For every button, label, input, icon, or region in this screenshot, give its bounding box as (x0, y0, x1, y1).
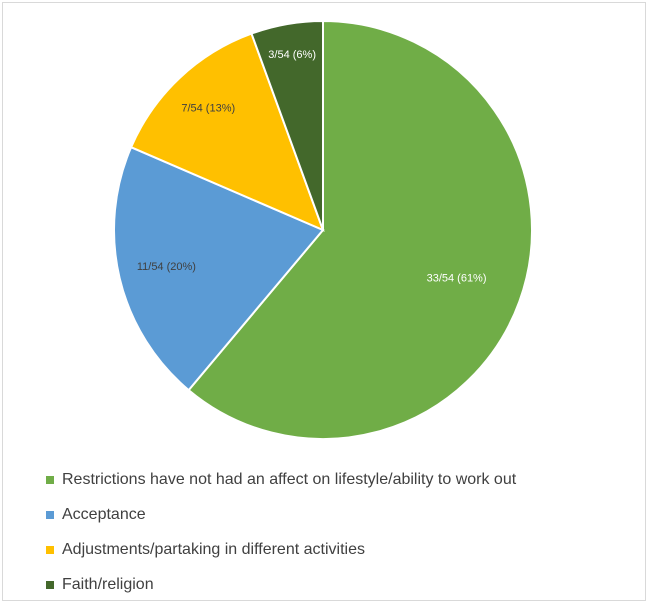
data-label-adjustments: 7/54 (13%) (181, 102, 235, 114)
legend-swatch (46, 580, 54, 589)
pie-slice-faith (250, 19, 324, 231)
data-label-restrictions: 33/54 (61%) (427, 273, 487, 285)
legend-item-adjustments: Adjustments/partaking in different activ… (46, 532, 516, 567)
legend-item-restrictions: Restrictions have not had an affect on l… (46, 462, 516, 497)
pie-data-labels: 33/54 (61%) 11/54 (20%) 7/54 (13%) 3/54 (6%… (137, 49, 487, 285)
legend-swatch (46, 545, 54, 554)
legend-swatch (46, 475, 54, 484)
legend: Restrictions have not had an affect on l… (46, 462, 516, 602)
legend-label: Faith/religion (62, 575, 154, 593)
pie-slices (113, 19, 533, 440)
data-label-acceptance: 11/54 (20%) (137, 261, 196, 273)
legend-item-acceptance: Acceptance (46, 497, 516, 532)
legend-label: Acceptance (62, 505, 146, 523)
legend-item-faith: Faith/religion (46, 567, 516, 602)
pie-slice-adjustments (129, 32, 325, 232)
pie-slice-restrictions (187, 19, 533, 440)
legend-label: Adjustments/partaking in different activ… (62, 540, 365, 558)
legend-label: Restrictions have not had an affect on l… (62, 470, 517, 488)
data-label-faith: 3/54 (6%) (268, 49, 316, 61)
legend-swatch (46, 510, 54, 519)
